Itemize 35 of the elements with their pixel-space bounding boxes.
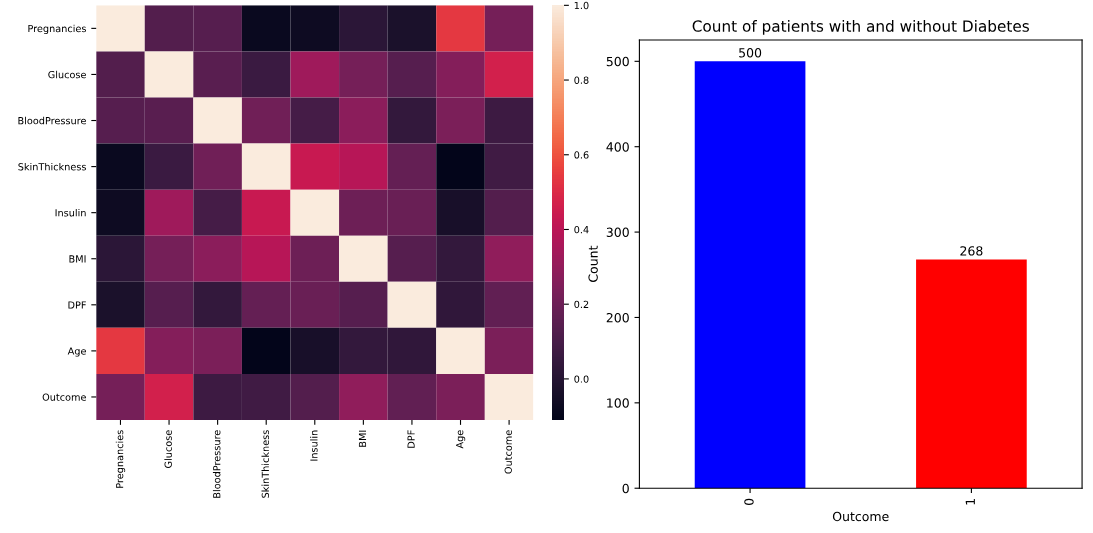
x-tick-label: Insulin <box>310 430 318 461</box>
y-tick-label: BMI <box>69 255 86 263</box>
data-label: 268 <box>960 246 983 256</box>
y-tick-label: 300 <box>606 227 629 238</box>
chart-title: Count of patients with and without Diabetes <box>692 20 1029 35</box>
y-tick-label: Pregnancies <box>28 24 86 35</box>
y-tick-label: Outcome <box>42 393 86 401</box>
x-tick-label: 1 <box>965 499 975 505</box>
color-bar-label: 0.2 <box>574 300 589 309</box>
y-tick-label: Insulin <box>55 208 86 217</box>
x-tick-label: BloodPressure <box>212 430 221 498</box>
color-bar-label: 0.8 <box>574 76 589 84</box>
y-tick-label: 500 <box>606 56 629 67</box>
data-label: 500 <box>739 48 762 58</box>
color-bar-label: 0.4 <box>574 225 589 234</box>
x-tick-label: Pregnancies <box>115 430 126 488</box>
y-tick-label: 400 <box>606 142 629 152</box>
x-tick-label: Outcome <box>504 430 512 474</box>
x-tick-label: BMI <box>358 430 367 447</box>
y-tick-label: 100 <box>607 398 629 408</box>
x-tick-label: DPF <box>407 430 415 448</box>
x-tick-label: SkinThickness <box>261 430 270 498</box>
y-tick-label: BloodPressure <box>18 116 86 125</box>
y-tick-label: Glucose <box>48 70 86 79</box>
y-axis-title: Count <box>588 245 598 282</box>
color-bar-label: 0.6 <box>574 151 589 159</box>
y-tick-label: SkinThickness <box>18 162 86 171</box>
y-tick-label: DPF <box>68 301 86 309</box>
y-tick-label: 200 <box>606 312 629 323</box>
color-bar-label: 0.0 <box>574 375 589 383</box>
x-tick-label: Age <box>456 430 466 449</box>
x-axis-title: Outcome <box>832 511 889 522</box>
color-bar-label: 1.0 <box>574 1 589 10</box>
y-tick-label: Age <box>67 347 86 357</box>
x-tick-label: Glucose <box>164 430 172 468</box>
